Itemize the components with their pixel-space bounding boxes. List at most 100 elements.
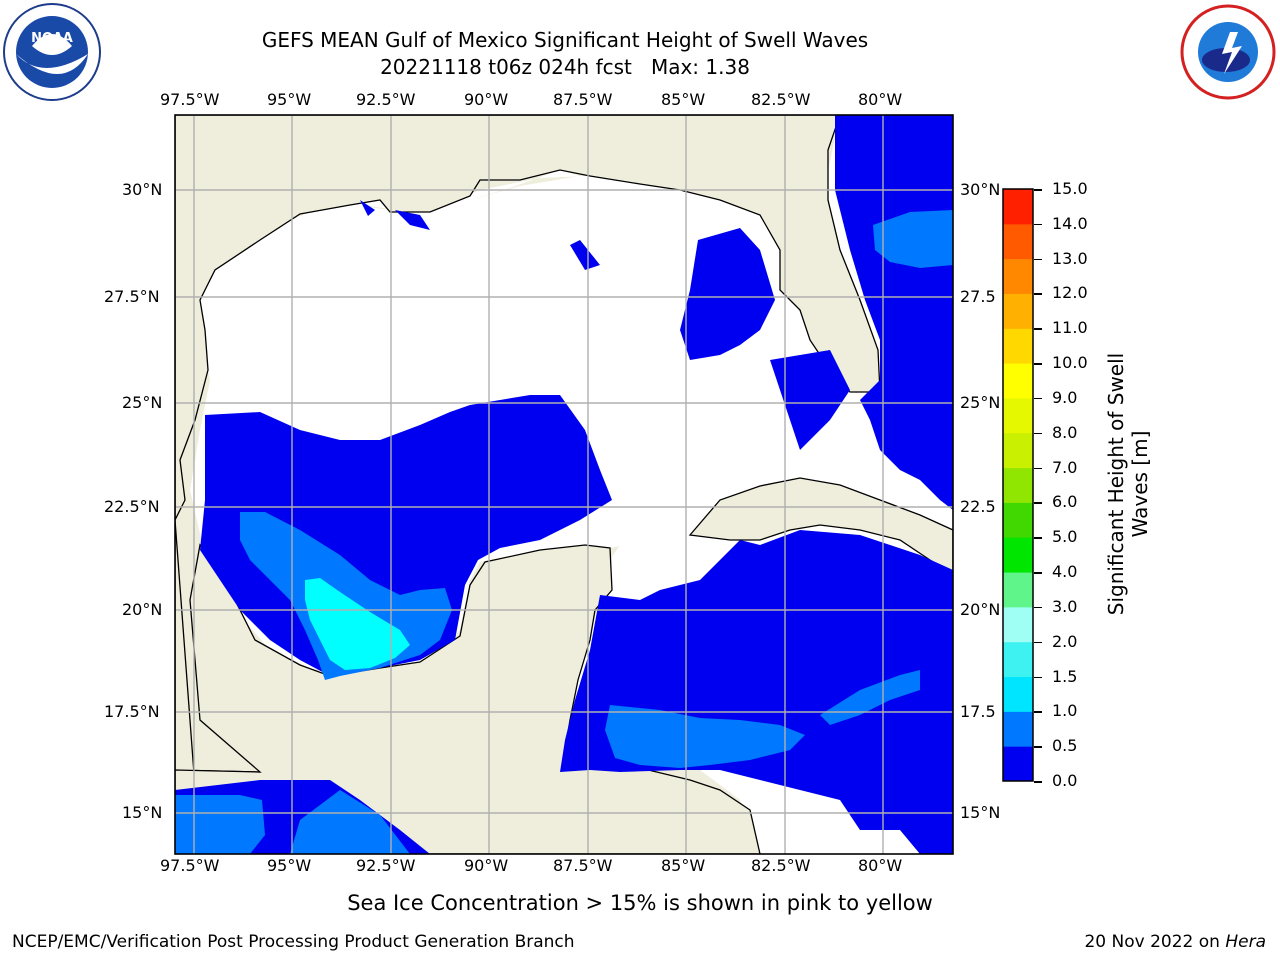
lon-label: 90°W	[464, 90, 509, 109]
chart-subtitle: 20221118 t06z 024h fcst Max: 1.38	[380, 55, 750, 79]
lon-label: 85°W	[661, 856, 706, 875]
lon-label: 97.5°W	[160, 856, 220, 875]
colorbar-tick-mark	[1034, 781, 1042, 783]
lon-label: 82.5°W	[751, 90, 811, 109]
colorbar-tick-label: 8.0	[1052, 422, 1078, 442]
colorbar-tick-label: 15.0	[1052, 179, 1088, 198]
colorbar-tick-mark	[1034, 397, 1042, 400]
colorbar-tick-label: 0.0	[1052, 771, 1078, 790]
colorbar-tick-mark	[1034, 537, 1042, 539]
colorbar-segment	[1003, 641, 1033, 678]
lat-label: 22.5	[960, 497, 996, 516]
nws-logo-icon	[1178, 2, 1278, 102]
colorbar-tick-label: 2.0	[1052, 631, 1078, 651]
colorbar-tick-mark	[1034, 572, 1042, 574]
lat-label: 15°N	[960, 803, 1001, 822]
colorbar-segment	[1003, 189, 1033, 225]
colorbar-tick-label: 3.0	[1052, 596, 1078, 616]
lon-label: 95°W	[267, 90, 312, 109]
colorbar-tick-mark	[1034, 293, 1042, 295]
colorbar-tick-mark	[1034, 467, 1042, 470]
map-frame	[174, 114, 954, 855]
colorbar-tick-mark	[1034, 328, 1042, 330]
colorbar-tick-label: 6.0	[1052, 492, 1078, 512]
footer-host: Hera	[1225, 932, 1266, 952]
colorbar-tick-mark	[1034, 711, 1042, 713]
colorbar-tick-mark	[1034, 502, 1042, 504]
colorbar-tick-mark	[1034, 258, 1042, 261]
sea-ice-caption: Sea Ice Concentration > 15% is shown in …	[347, 891, 933, 915]
swell-layer	[175, 115, 953, 854]
lat-label: 17.5°N	[104, 702, 160, 721]
lat-label: 30°N	[122, 180, 163, 199]
colorbar-tick-mark	[1034, 676, 1042, 679]
lat-label: 17.5	[960, 702, 996, 721]
cuba-land	[688, 477, 953, 576]
colorbar-segment	[1003, 572, 1033, 608]
colorbar-segment	[1003, 432, 1033, 469]
colorbar-segment	[1003, 676, 1033, 712]
lat-label: 20°N	[122, 600, 163, 619]
lat-label: 27.5	[960, 287, 996, 306]
colorbar-tick-label: 4.0	[1052, 562, 1078, 582]
lat-label: 25°N	[960, 393, 1001, 412]
colorbar-tick-label: 12.0	[1052, 283, 1088, 303]
colorbar-segment	[1003, 606, 1033, 643]
colorbar-tick-mark	[1034, 363, 1042, 365]
lat-label: 30°N	[960, 180, 1001, 199]
colorbar-tick-mark	[1034, 746, 1042, 748]
colorbar-tick-label: 13.0	[1052, 248, 1088, 268]
lon-label: 95°W	[267, 856, 312, 875]
lon-label: 80°W	[858, 90, 903, 109]
lon-label: 97.5°W	[160, 90, 220, 109]
colorbar-tick-mark	[1034, 189, 1042, 191]
colorbar-segment	[1003, 746, 1033, 782]
colorbar-tick-label: 1.5	[1052, 666, 1078, 686]
map-gridlines	[175, 115, 953, 854]
mexico-land	[175, 115, 881, 854]
chart-title: GEFS MEAN Gulf of Mexico Significant Hei…	[261, 28, 869, 52]
lon-label: 90°W	[464, 856, 509, 875]
colorbar-segment	[1003, 328, 1033, 364]
lat-label: 22.5°N	[104, 497, 160, 516]
colorbar-tick-label: 1.0	[1052, 701, 1078, 721]
noaa-logo-text: NOAA	[31, 31, 73, 46]
colorbar-tick-label: 14.0	[1052, 213, 1088, 233]
lon-label: 85°W	[661, 90, 706, 109]
colorbar-segment	[1003, 258, 1033, 294]
lon-label: 87.5°W	[553, 90, 613, 109]
colorbar	[1002, 188, 1034, 782]
colorbar-tick-label: 7.0	[1052, 457, 1078, 477]
colorbar-segment	[1003, 397, 1033, 434]
colorbar-tick-label: 10.0	[1052, 353, 1088, 373]
colorbar-tick-mark	[1034, 606, 1042, 609]
lon-label: 82.5°W	[751, 856, 811, 875]
colorbar-segment	[1003, 467, 1033, 503]
colorbar-segment	[1003, 293, 1033, 329]
colorbar-frame	[1002, 188, 1034, 782]
colorbar-tick-mark	[1034, 641, 1042, 644]
colorbar-segment	[1003, 537, 1033, 573]
colorbar-segment	[1003, 502, 1033, 538]
colorbar-tick-label: 11.0	[1052, 318, 1088, 338]
footer-date-text: 20 Nov 2022 on	[1084, 932, 1226, 952]
lat-label: 15°N	[122, 803, 163, 822]
noaa-logo-icon: NOAA	[2, 2, 102, 102]
colorbar-tick-mark	[1034, 223, 1042, 226]
colorbar-label: Significant Height of Swell Waves [m]	[1104, 352, 1152, 616]
colorbar-tick-label: 0.5	[1052, 736, 1078, 756]
colorbar-tick-label: 9.0	[1052, 387, 1078, 407]
lat-label: 20°N	[960, 600, 1001, 619]
lon-label: 87.5°W	[553, 856, 613, 875]
lat-label: 27.5°N	[104, 287, 160, 306]
footer-date: 20 Nov 2022 on Hera	[1084, 932, 1266, 952]
footer-branch: NCEP/EMC/Verification Post Processing Pr…	[12, 932, 575, 952]
lon-label: 92.5°W	[356, 856, 416, 875]
lat-label: 25°N	[122, 393, 163, 412]
colorbar-tick-label: 5.0	[1052, 527, 1078, 547]
colorbar-segment	[1003, 711, 1033, 747]
colorbar-tick-mark	[1034, 432, 1042, 435]
swell-layer-high	[305, 578, 410, 670]
colorbar-segment	[1003, 363, 1033, 399]
